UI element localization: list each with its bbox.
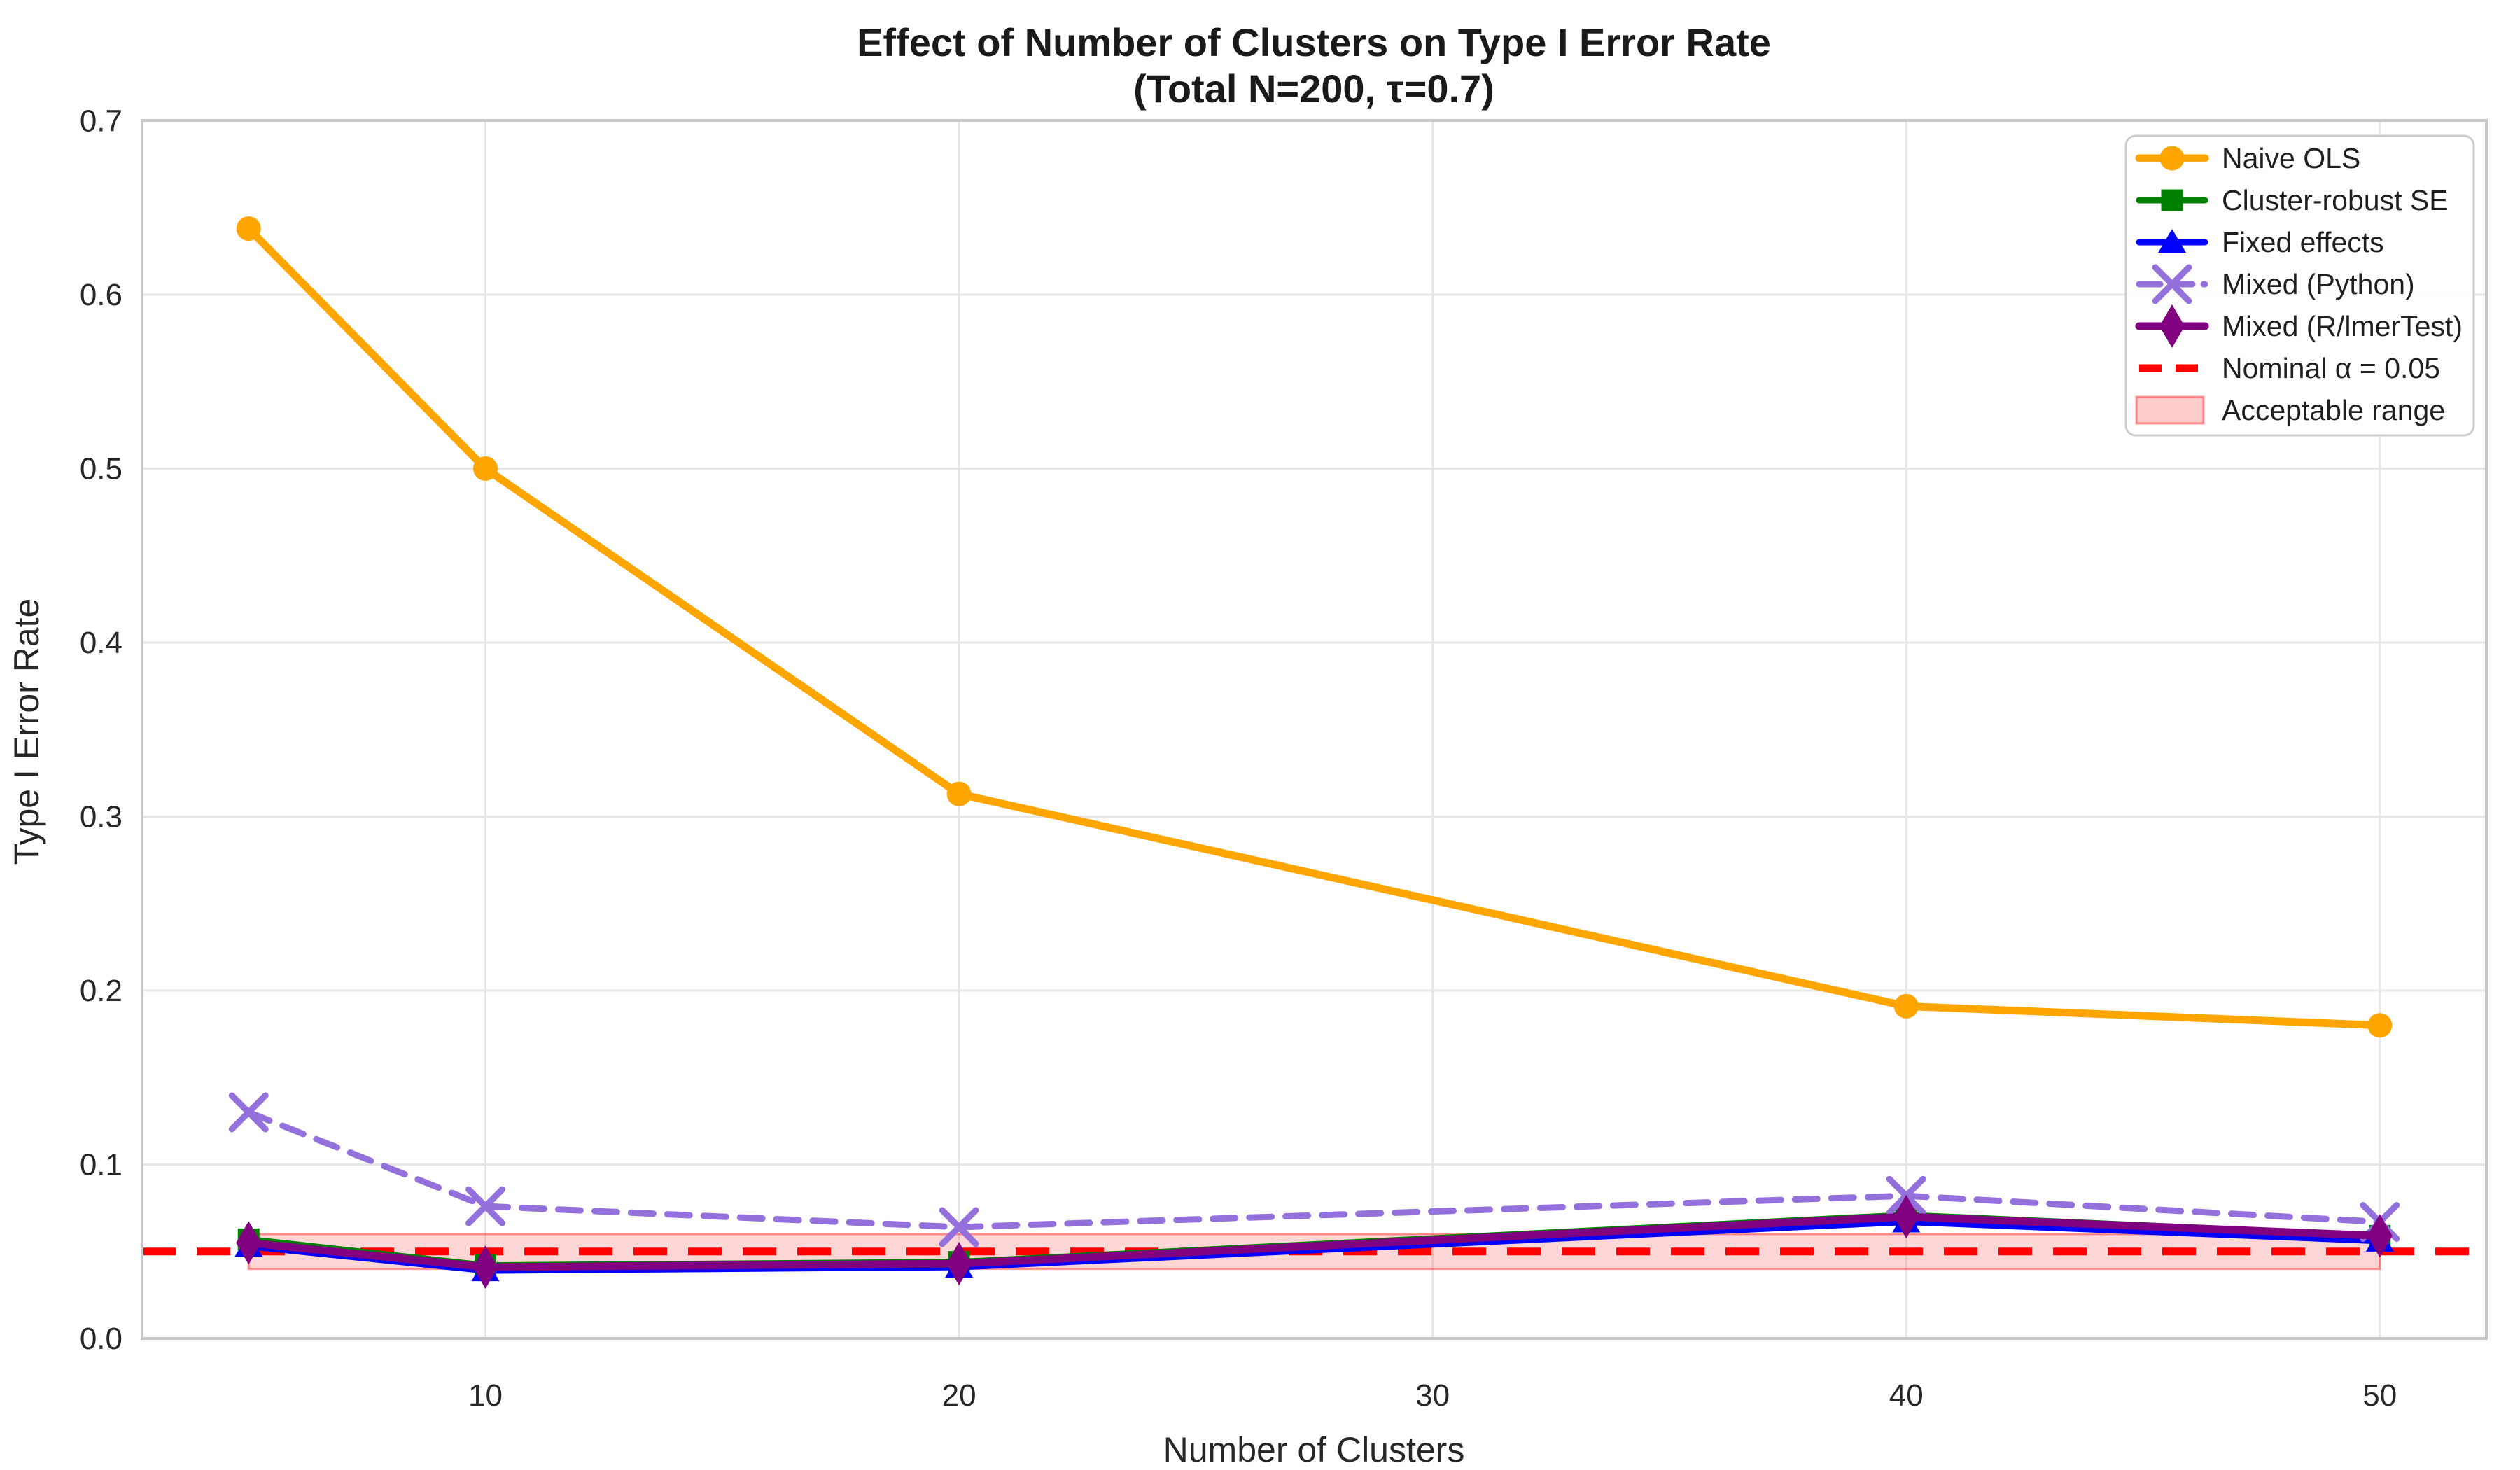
y-tick-label: 0.7 [80, 104, 122, 138]
legend-item: Nominal α = 0.05 [2139, 352, 2440, 384]
legend-box [2124, 134, 2475, 437]
diamond-marker [236, 1221, 262, 1265]
legend-label: Mixed (Python) [2222, 268, 2415, 300]
series-mixed-r-lmertest- [236, 1195, 2393, 1289]
legend-item: Fixed effects [2136, 226, 2384, 258]
x-tick-label: 50 [2362, 1378, 2397, 1413]
diamond-marker [472, 1245, 498, 1289]
legend-item: Cluster-robust SE [2136, 184, 2449, 216]
y-tick-label: 0.3 [80, 799, 122, 834]
y-tick-label: 0.2 [80, 974, 122, 1008]
legend: Naive OLS Cluster-robust SE Fixed effects M… [2124, 134, 2475, 437]
legend-item: Mixed (Python) [2136, 264, 2415, 304]
x-marker [939, 1207, 979, 1247]
x-axis-label: Number of Clusters [1163, 1430, 1465, 1469]
y-axis-label: Type I Error Rate [7, 598, 46, 865]
x-marker [2152, 264, 2192, 304]
y-tick-label: 0.4 [80, 626, 122, 660]
circle-marker [1893, 993, 1919, 1018]
legend-label: Fixed effects [2222, 226, 2384, 258]
circle-marker [2367, 1013, 2393, 1038]
diamond-marker [2160, 304, 2185, 348]
diamond-marker [946, 1242, 972, 1286]
series-naive-ols [236, 216, 2393, 1038]
legend-item: Acceptable range [2135, 394, 2445, 426]
diamond-marker [2367, 1214, 2393, 1258]
legend-label: Cluster-robust SE [2222, 184, 2449, 216]
plot-frame [141, 119, 2488, 1340]
y-tick-label: 0.5 [80, 451, 122, 486]
diamond-marker [1893, 1195, 1919, 1239]
y-tick-label: 0.0 [80, 1322, 122, 1356]
circle-marker [2160, 146, 2185, 171]
circle-marker [946, 781, 972, 806]
legend-label: Mixed (R/lmerTest) [2222, 310, 2463, 342]
x-marker [465, 1186, 506, 1226]
triangle-marker [2158, 229, 2186, 253]
x-tick-label: 10 [468, 1378, 503, 1413]
axes-frame [141, 119, 2488, 1340]
legend-patch-sample [2135, 396, 2205, 425]
y-tick-label: 0.1 [80, 1147, 122, 1182]
chart-title: Effect of Number of Clusters on Type I E… [857, 20, 1771, 64]
legend-item: Naive OLS [2135, 142, 2360, 174]
legend-label: Naive OLS [2222, 142, 2360, 174]
legend-label: Nominal α = 0.05 [2222, 352, 2440, 384]
circle-marker [236, 216, 261, 241]
data-series [228, 216, 2400, 1289]
circle-marker [473, 456, 498, 481]
legend-item: Mixed (R/lmerTest) [2135, 304, 2463, 348]
chart-subtitle: (Total N=200, τ=0.7) [1133, 66, 1494, 111]
legend-label: Acceptable range [2222, 394, 2445, 426]
y-tick-label: 0.6 [80, 278, 122, 312]
gridlines [142, 119, 2486, 1338]
x-marker [228, 1092, 269, 1133]
tick-labels: 0.0 0.1 0.2 0.3 0.4 0.5 0.6 0.7 10 20 30 40 50 [80, 104, 2397, 1413]
x-tick-label: 30 [1415, 1378, 1450, 1413]
x-tick-label: 40 [1889, 1378, 1924, 1413]
x-tick-label: 20 [942, 1378, 976, 1413]
square-marker [2161, 189, 2183, 211]
